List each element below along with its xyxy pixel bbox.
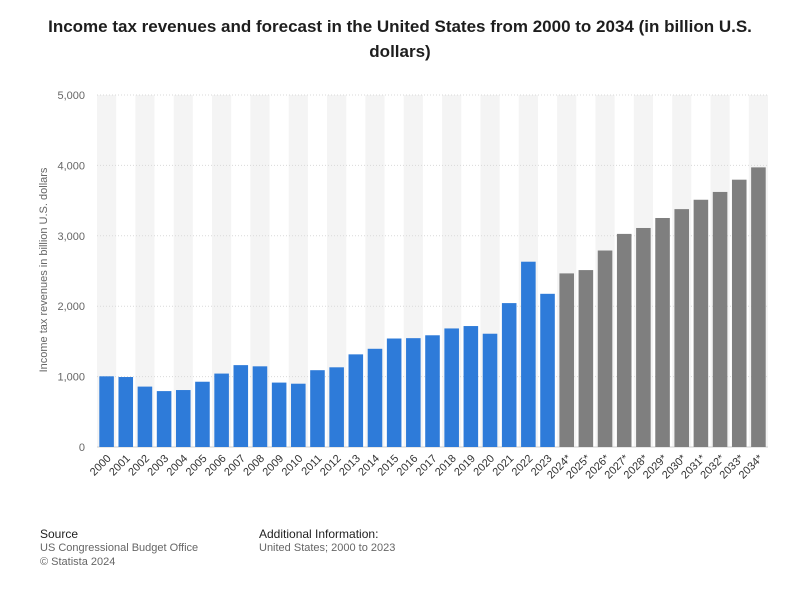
x-tick-label: 2002 bbox=[126, 453, 152, 479]
bar-2026-forecast[interactable] bbox=[597, 250, 613, 447]
bars bbox=[99, 167, 766, 447]
bar-2023[interactable] bbox=[540, 293, 555, 447]
y-axis-label: Income tax revenues in billion U.S. doll… bbox=[38, 167, 50, 372]
x-tick-label: 2004 bbox=[165, 453, 191, 479]
x-tick-label: 2013 bbox=[337, 453, 363, 479]
bar-2021[interactable] bbox=[501, 303, 517, 447]
bar-2007[interactable] bbox=[233, 365, 249, 447]
additional-info-line: United States; 2000 to 2023 bbox=[259, 542, 396, 554]
chart-title: Income tax revenues and forecast in the … bbox=[48, 17, 752, 61]
bar-2002[interactable] bbox=[137, 386, 153, 447]
x-tick-label: 2014 bbox=[356, 453, 382, 479]
bar-2024-forecast[interactable] bbox=[559, 273, 574, 447]
bar-2003[interactable] bbox=[156, 391, 172, 447]
bar-2001[interactable] bbox=[118, 377, 134, 447]
y-tick-label: 2,000 bbox=[57, 301, 85, 313]
bar-2012[interactable] bbox=[329, 367, 344, 447]
x-tick-label: 2017 bbox=[414, 453, 440, 479]
x-tick-label: 2012 bbox=[318, 453, 344, 479]
bar-2025-forecast[interactable] bbox=[578, 270, 594, 447]
y-axis-ticks: 0 1,000 2,000 3,000 4,000 5,000 bbox=[57, 90, 85, 454]
copyright-line: © Statista 2024 bbox=[40, 556, 116, 568]
x-tick-label: 2015 bbox=[375, 453, 401, 479]
column-band bbox=[135, 95, 155, 447]
bar-2015[interactable] bbox=[386, 338, 402, 447]
bar-2028-forecast[interactable] bbox=[636, 227, 651, 447]
bar-2004[interactable] bbox=[175, 390, 191, 447]
x-tick-label: 2018 bbox=[433, 453, 459, 479]
column-band bbox=[327, 95, 347, 447]
x-tick-label: 2005 bbox=[184, 453, 210, 479]
bar-2031-forecast[interactable] bbox=[693, 199, 709, 447]
additional-info-block: Additional Information: United States; 2… bbox=[259, 527, 395, 555]
source-heading: Source bbox=[40, 527, 79, 541]
x-tick-label: 2020 bbox=[471, 453, 497, 479]
x-tick-label: 2001 bbox=[107, 453, 133, 479]
x-tick-label: 2003 bbox=[145, 453, 171, 479]
y-tick-label: 1,000 bbox=[57, 372, 85, 384]
bar-2034-forecast[interactable] bbox=[751, 167, 766, 447]
source-block: Source US Congressional Budget Office © … bbox=[40, 527, 198, 569]
column-band bbox=[250, 95, 270, 447]
bar-2032-forecast[interactable] bbox=[712, 191, 728, 447]
x-tick-label: 2010 bbox=[280, 453, 306, 479]
y-tick-label: 3,000 bbox=[57, 231, 85, 243]
x-tick-label: 2009 bbox=[260, 453, 286, 479]
bar-2014[interactable] bbox=[367, 348, 383, 447]
bar-2005[interactable] bbox=[195, 381, 210, 447]
bar-2011[interactable] bbox=[310, 370, 325, 447]
y-tick-label: 5,000 bbox=[57, 90, 85, 102]
y-tick-label: 4,000 bbox=[57, 160, 85, 172]
x-tick-label: 2016 bbox=[395, 453, 421, 479]
bar-2010[interactable] bbox=[291, 383, 306, 447]
bar-2019[interactable] bbox=[463, 326, 479, 447]
bar-2027-forecast[interactable] bbox=[616, 233, 632, 447]
x-tick-label: 2019 bbox=[452, 453, 478, 479]
bar-2020[interactable] bbox=[482, 333, 498, 447]
x-tick-label: 2006 bbox=[203, 453, 229, 479]
bar-2006[interactable] bbox=[214, 373, 229, 447]
column-band bbox=[97, 95, 117, 447]
x-axis-ticks: 2000200120022003200420052006200720082009… bbox=[88, 452, 766, 481]
bar-2022[interactable] bbox=[521, 261, 536, 447]
column-band bbox=[212, 95, 232, 447]
bar-2000[interactable] bbox=[99, 376, 114, 447]
additional-info-heading: Additional Information: bbox=[259, 527, 379, 541]
bar-2033-forecast[interactable] bbox=[731, 179, 747, 447]
column-band bbox=[288, 95, 308, 447]
bar-2016[interactable] bbox=[406, 338, 421, 447]
bar-2009[interactable] bbox=[271, 382, 287, 447]
bar-2017[interactable] bbox=[425, 335, 440, 447]
bar-2013[interactable] bbox=[348, 354, 364, 447]
x-tick-label: 2021 bbox=[491, 453, 517, 479]
x-tick-label: 2022 bbox=[510, 453, 536, 479]
bar-2008[interactable] bbox=[252, 366, 268, 447]
source-line[interactable]: US Congressional Budget Office bbox=[40, 542, 199, 554]
y-tick-label: 0 bbox=[79, 442, 85, 454]
bar-2030-forecast[interactable] bbox=[674, 209, 690, 447]
x-tick-label: 2007 bbox=[222, 453, 248, 479]
x-tick-label: 2008 bbox=[241, 453, 267, 479]
bar-2029-forecast[interactable] bbox=[655, 217, 670, 447]
x-tick-label: 2000 bbox=[88, 453, 114, 479]
column-band bbox=[173, 95, 193, 447]
bar-2018[interactable] bbox=[444, 328, 459, 447]
